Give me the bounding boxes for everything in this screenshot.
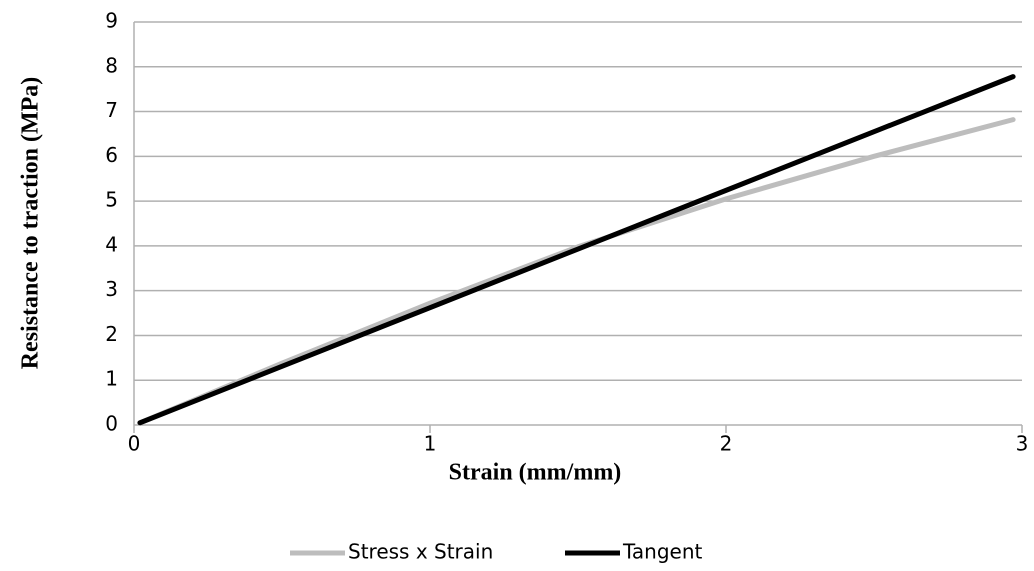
x-tick-label: 2 xyxy=(720,432,733,456)
legend-label: Stress x Strain xyxy=(348,540,493,564)
y-tick-label: 1 xyxy=(105,367,118,391)
x-tick-label: 1 xyxy=(424,432,437,456)
y-tick-label: 0 xyxy=(105,412,118,436)
x-axis-title: Strain (mm/mm) xyxy=(449,460,622,486)
y-tick-label: 9 xyxy=(105,9,118,33)
legend-label: Tangent xyxy=(622,540,703,564)
y-tick-label: 3 xyxy=(105,277,118,301)
series-line xyxy=(137,74,1016,426)
x-tick-label: 0 xyxy=(128,432,141,456)
x-tick-label: 3 xyxy=(1016,432,1029,456)
y-tick-label: 2 xyxy=(105,322,118,346)
y-tick-label: 5 xyxy=(105,188,118,212)
y-tick-label: 7 xyxy=(105,98,118,122)
series-line xyxy=(137,117,1016,426)
y-tick-label: 6 xyxy=(105,143,118,167)
y-tick-label: 8 xyxy=(105,53,118,77)
y-tick-label: 4 xyxy=(105,232,118,256)
y-axis-title: Resistance to traction (MPa) xyxy=(18,77,44,370)
